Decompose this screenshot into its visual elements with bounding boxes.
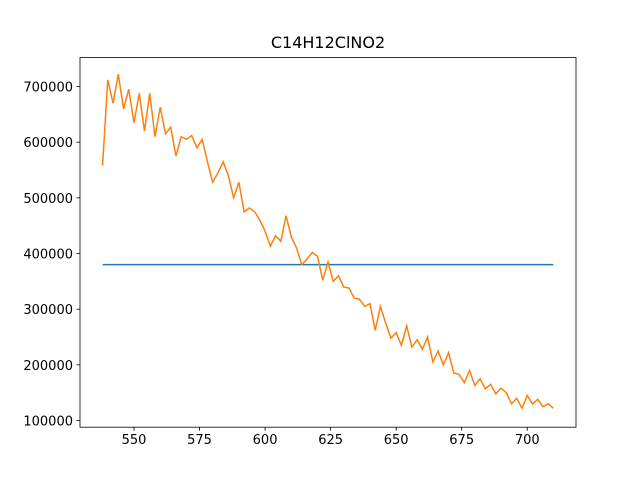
y-tick-label: 600000 <box>23 136 73 151</box>
y-tick-label: 700000 <box>23 81 73 96</box>
x-tick-label: 575 <box>187 433 212 448</box>
x-tick-label: 625 <box>318 433 343 448</box>
y-tick-label: 400000 <box>23 248 73 263</box>
x-tick-label: 550 <box>122 433 147 448</box>
x-tick-label: 650 <box>384 433 409 448</box>
y-tick-label: 500000 <box>23 192 73 207</box>
y-tick-label: 200000 <box>23 359 73 374</box>
x-tick-label: 700 <box>515 433 540 448</box>
x-tick-label: 600 <box>253 433 278 448</box>
y-tick-label: 300000 <box>23 303 73 318</box>
y-tick-label: 100000 <box>23 415 73 430</box>
plot-frame <box>79 57 577 428</box>
data-line <box>101 74 554 411</box>
chart-title: C14H12ClNO2 <box>271 33 385 52</box>
x-tick-label: 675 <box>449 433 474 448</box>
